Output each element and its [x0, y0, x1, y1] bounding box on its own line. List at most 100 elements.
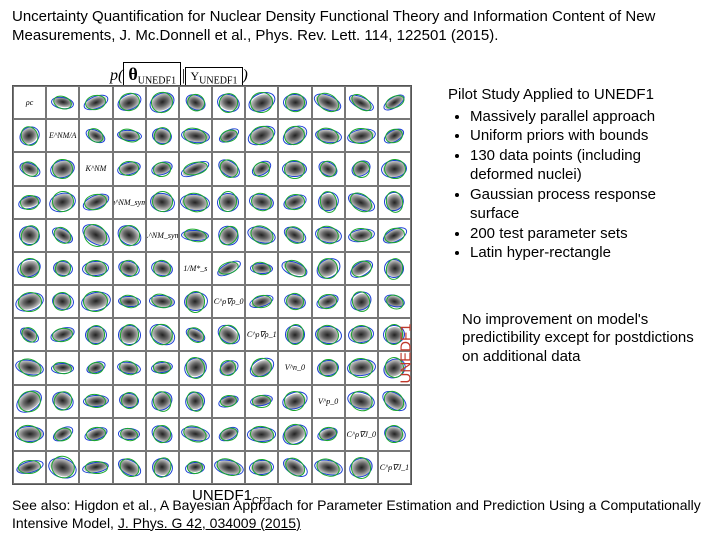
bullet-item: Latin hyper-rectangle: [470, 243, 708, 263]
corner-cell: [179, 152, 212, 185]
corner-cell: V^p_0: [312, 385, 345, 418]
corner-cell: [46, 285, 79, 318]
corner-cell: [212, 351, 245, 384]
corner-cell: [345, 285, 378, 318]
corner-cell: [113, 219, 146, 252]
bullet-item: 130 data points (including deformed nucl…: [470, 146, 708, 185]
corner-cell: [245, 351, 278, 384]
corner-cell: [113, 418, 146, 451]
corner-cell: C^ρ∇ρ_0: [212, 285, 245, 318]
footer-citation: See also: Higdon et al., A Bayesian Appr…: [12, 497, 708, 532]
corner-cell: [113, 152, 146, 185]
corner-cell: [378, 385, 411, 418]
corner-cell: [345, 318, 378, 351]
corner-cell: [278, 318, 311, 351]
bullet-item: Gaussian process response surface: [470, 185, 708, 224]
corner-cell: [79, 285, 112, 318]
corner-cell: [312, 285, 345, 318]
corner-cell: [79, 86, 112, 119]
corner-cell: [345, 119, 378, 152]
corner-cell: [345, 351, 378, 384]
corner-cell: [13, 219, 46, 252]
corner-cell: [113, 285, 146, 318]
corner-cell: [113, 252, 146, 285]
corner-cell: [345, 385, 378, 418]
corner-cell: [378, 219, 411, 252]
corner-cell: [79, 318, 112, 351]
corner-cell: [179, 119, 212, 152]
corner-cell: L^NM_sym: [146, 219, 179, 252]
corner-cell: [278, 186, 311, 219]
corner-cell: [312, 152, 345, 185]
corner-cell: [13, 252, 46, 285]
corner-cell: [378, 186, 411, 219]
study-heading: Pilot Study Applied to UNEDF1: [448, 85, 708, 105]
corner-cell: [146, 351, 179, 384]
corner-cell: [312, 351, 345, 384]
corner-cell: [245, 385, 278, 418]
citation-title: Uncertainty Quantification for Nuclear D…: [0, 0, 720, 48]
corner-cell: [312, 119, 345, 152]
corner-cell: [345, 219, 378, 252]
corner-cell: [378, 418, 411, 451]
corner-cell: [46, 252, 79, 285]
corner-cell: [245, 119, 278, 152]
corner-cell: [113, 318, 146, 351]
corner-cell: C^ρ∇J_1: [378, 451, 411, 484]
corner-cell: K^NM: [79, 152, 112, 185]
corner-cell: [146, 119, 179, 152]
corner-cell: [13, 152, 46, 185]
corner-cell: [146, 186, 179, 219]
corner-cell: [179, 451, 212, 484]
corner-cell: [46, 219, 79, 252]
corner-cell: [345, 152, 378, 185]
corner-cell: [312, 318, 345, 351]
corner-cell: [13, 418, 46, 451]
corner-cell: [278, 252, 311, 285]
corner-cell: C^ρ∇ρ_1: [245, 318, 278, 351]
corner-cell: 1/M*_s: [179, 252, 212, 285]
corner-cell: [278, 119, 311, 152]
corner-cell: ρc: [13, 86, 46, 119]
corner-cell: [179, 385, 212, 418]
conclusion-text: No improvement on model's predictibility…: [462, 311, 708, 367]
corner-cell: E^NM/A: [46, 119, 79, 152]
corner-cell: [79, 252, 112, 285]
corner-cell: [46, 86, 79, 119]
corner-cell: [146, 451, 179, 484]
corner-cell: [245, 219, 278, 252]
corner-cell: [79, 418, 112, 451]
corner-cell: [179, 186, 212, 219]
corner-cell: [13, 318, 46, 351]
corner-cell: [245, 285, 278, 318]
corner-cell: [146, 252, 179, 285]
corner-cell: [345, 186, 378, 219]
corner-cell: [212, 86, 245, 119]
corner-cell: C^ρ∇J_0: [345, 418, 378, 451]
corner-cell: [212, 318, 245, 351]
corner-cell: [212, 418, 245, 451]
corner-cell: [113, 385, 146, 418]
corner-cell: [179, 318, 212, 351]
bullet-item: Massively parallel approach: [470, 107, 708, 127]
corner-cell: [46, 451, 79, 484]
corner-cell: [378, 252, 411, 285]
bullet-item: 200 test parameter sets: [470, 224, 708, 244]
corner-cell: [245, 152, 278, 185]
corner-cell: [179, 418, 212, 451]
corner-cell: [46, 152, 79, 185]
corner-cell: [245, 418, 278, 451]
corner-cell: [179, 219, 212, 252]
corner-cell: [13, 451, 46, 484]
corner-cell: [212, 451, 245, 484]
corner-cell: [312, 219, 345, 252]
corner-cell: [312, 186, 345, 219]
corner-cell: [212, 186, 245, 219]
y-axis-label: UNEDF1: [397, 323, 414, 383]
corner-cell: [46, 418, 79, 451]
corner-cell: [312, 451, 345, 484]
study-bullets: Massively parallel approachUniform prior…: [448, 107, 708, 263]
corner-cell: [278, 418, 311, 451]
corner-cell: [179, 285, 212, 318]
corner-cell: [113, 451, 146, 484]
